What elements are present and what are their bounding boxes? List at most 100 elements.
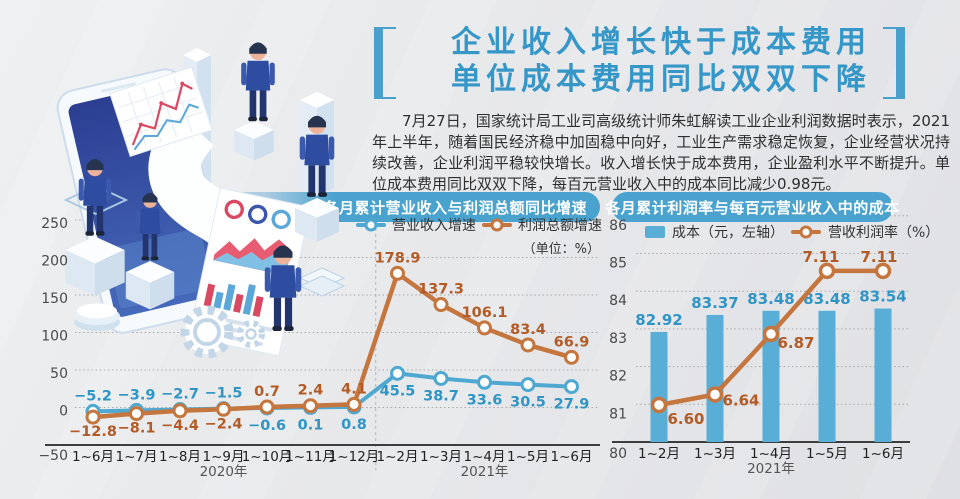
line-value-label: 7.11 [802,248,839,266]
x-tick-label: 1~4月 [464,449,506,465]
x-tick-label: 1~3月 [420,449,462,465]
x-tick-label: 1~6月 [862,446,904,462]
y-tick-label: 150 [41,291,68,307]
data-label: −0.6 [248,418,286,434]
y-tick-label: 85 [609,256,627,272]
data-label: 38.7 [423,388,459,404]
cost-margin-chart: 86 85 84 83 82 81 80 1~2月 1~3月 1~4月 1~5月 1~6月 2021年 8… [609,218,910,477]
right-chart-title: 各月累计利润率与每百元营业收入中的成本 [605,198,900,217]
line-value-label: 6.64 [722,391,759,409]
unit-note: （单位：%） [522,242,600,257]
x-tick-label: 1~11月 [285,449,336,465]
legend-label-revenue-growth: 营业收入增速 [392,218,476,234]
cost-bar [762,310,780,442]
legend-line-marker-orange [791,230,821,234]
left-bracket-icon [374,27,396,99]
headline-line-2: 单位成本费用同比双双下降 [451,62,871,97]
button-icon [74,303,120,331]
headline-line-1: 企业收入增长快于成本费用 [451,25,871,60]
x-tick-label: 1~2月 [638,446,680,462]
x-tick-label: 1~8月 [159,449,201,465]
margin-point-marker [818,262,836,280]
data-label: 45.5 [380,383,416,399]
利润总额增速-point-marker [520,337,536,353]
intro-paragraph: 7月27日，国家统计局工业司高级统计师朱虹解读工业企业利润数据时表示，2021年… [372,112,950,193]
x-tick-label: 1~10月 [242,449,293,465]
利润总额增速-point-marker [172,403,188,419]
line-value-label: 7.11 [860,248,897,266]
margin-point-marker [762,325,780,343]
营业收入增速-point-marker [433,370,449,386]
year-label: 2021年 [461,464,509,480]
data-label: −2.7 [161,387,199,403]
y-tick-label: 80 [609,446,627,462]
data-label: 137.3 [418,282,464,298]
y-tick-label: −50 [40,448,68,464]
legend-label-margin: 营收利润率（%） [828,225,940,241]
data-label: −2.4 [205,416,243,432]
year-label: 2020年 [200,464,248,480]
margin-point-marker [874,262,892,280]
data-label: 178.9 [375,250,421,266]
data-label: −12.8 [69,424,117,440]
营业收入增速-point-marker [520,377,536,393]
bar-value-label: 83.48 [747,290,794,308]
data-label: 0.7 [254,384,280,400]
data-label: 30.5 [510,395,546,411]
利润总额增速-point-marker [85,409,101,425]
利润总额增速-point-marker [346,396,362,412]
x-tick-label: 1~5月 [507,449,549,465]
margin-point-marker [706,386,724,403]
person-figure [241,42,275,122]
营业收入增速-point-marker [564,379,579,395]
gear-icon [180,305,234,359]
data-label: 27.9 [554,397,590,413]
x-tick-label: 1~2月 [377,449,419,465]
data-label: −1.5 [205,386,243,402]
data-label: −3.9 [118,387,156,403]
x-tick-label: 1~6月 [551,449,593,465]
margin-point-marker [650,396,668,414]
利润总额增速-point-marker [433,297,449,313]
isometric-business-illustration [56,42,346,359]
y-tick-label: 83 [609,331,627,347]
bar-value-label: 82.92 [635,311,682,329]
x-tick-label: 1~9月 [203,449,245,465]
利润总额增速-point-marker [390,265,405,281]
data-label: 0.1 [298,417,324,433]
data-label: −5.2 [74,388,112,404]
y-tick-label: 86 [609,218,627,234]
营业收入增速-point-marker [477,374,492,390]
data-label: −8.1 [118,421,156,437]
left-chart-legend: 营业收入增速 利润总额增速 （单位：%） [350,215,602,257]
bar-value-label: 83.54 [859,288,906,306]
y-tick-label: 0 [59,404,68,420]
利润总额增速-point-marker [129,406,144,422]
bar-value-label: 83.48 [803,290,850,308]
legend-label-profit-growth: 利润总额增速 [518,218,602,234]
y-tick-label: 84 [609,293,627,309]
y-tick-label: 200 [41,254,68,270]
legend-bar-swatch-blue [645,226,665,238]
cost-bar [706,314,724,442]
data-label: 4.1 [341,381,367,397]
pedestal-cube [234,121,274,161]
y-tick-label: 250 [41,216,68,232]
x-tick-label: 1~4月 [750,446,792,462]
data-label: 83.4 [510,322,546,338]
right-bracket-icon [883,27,905,99]
y-tick-label: 81 [609,406,627,422]
headline-block: 企业收入增长快于成本费用 单位成本费用同比双双下降 [372,24,950,108]
x-tick-label: 1~7月 [116,449,158,465]
data-label: 2.4 [298,383,324,399]
y-tick-label: 50 [50,366,68,382]
data-label: −4.4 [161,418,199,434]
x-tick-label: 1~3月 [694,446,736,462]
legend-line-marker-blue [356,223,386,227]
x-tick-label: 1~6月 [72,449,114,465]
利润总额增速-point-marker [564,349,579,365]
right-chart-legend: 成本（元，左轴） 营收利润率（%） [645,222,939,242]
legend-line-marker-orange [482,223,512,227]
